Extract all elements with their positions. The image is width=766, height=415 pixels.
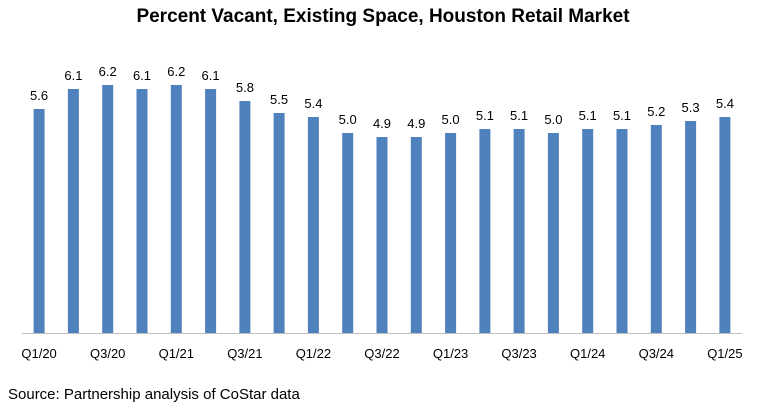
bar-Q1/24 [582, 129, 594, 333]
bar-Q1/23 [445, 133, 457, 333]
bar-Q3/20 [102, 85, 114, 333]
value-label-Q1/21: 6.2 [167, 64, 185, 79]
bar-Q2/24 [616, 129, 628, 333]
bar-Q1/21 [170, 85, 182, 333]
x-tick-label-Q1/21: Q1/21 [159, 346, 194, 361]
bar-Q2/22 [342, 133, 354, 333]
bar-Q4/21 [273, 113, 285, 333]
chart-title: Percent Vacant, Existing Space, Houston … [136, 6, 630, 27]
bar-Q3/23 [513, 129, 525, 333]
bar-Q4/24 [685, 121, 697, 333]
bar-Q4/20 [136, 89, 148, 333]
bar-Q1/25 [719, 117, 731, 333]
value-label-Q4/20: 6.1 [133, 68, 151, 83]
x-tick-label-Q1/24: Q1/24 [570, 346, 605, 361]
value-label-Q2/23: 5.1 [476, 108, 494, 123]
bar-Q2/23 [479, 129, 491, 333]
x-tick-label-Q3/24: Q3/24 [639, 346, 674, 361]
bar-Q1/20 [33, 109, 45, 333]
value-label-Q1/22: 5.4 [304, 96, 322, 111]
x-tick-label-Q3/21: Q3/21 [227, 346, 262, 361]
bar-Q3/21 [239, 101, 251, 333]
x-tick-label-Q3/20: Q3/20 [90, 346, 125, 361]
source-note: Source: Partnership analysis of CoStar d… [8, 386, 300, 403]
bar-Q2/20 [67, 89, 79, 333]
value-label-Q4/23: 5.0 [544, 112, 562, 127]
value-label-Q2/21: 6.1 [202, 68, 220, 83]
value-label-Q3/22: 4.9 [373, 116, 391, 131]
bar-Q1/22 [307, 117, 319, 333]
x-ticks-layer: Q1/20 Q3/20 Q1/21 Q3/21 Q1/22 Q3/22 Q1/23 Q3/23… [21, 346, 742, 361]
bar-Q4/23 [547, 133, 559, 333]
x-tick-label-Q3/23: Q3/23 [501, 346, 536, 361]
value-labels-layer: 5.6 6.1 6.2 6.1 6.2 6.1 5.8 5.5 5.4 5.0 4.9 4.9 5.0 5… [30, 64, 734, 131]
value-label-Q2/22: 5.0 [339, 112, 357, 127]
bars-layer [33, 85, 731, 333]
value-label-Q4/24: 5.3 [682, 100, 700, 115]
bar-Q3/22 [376, 137, 388, 333]
value-label-Q2/24: 5.1 [613, 108, 631, 123]
value-label-Q3/24: 5.2 [647, 104, 665, 119]
bar-Q4/22 [410, 137, 422, 333]
x-tick-label-Q3/22: Q3/22 [364, 346, 399, 361]
value-label-Q3/21: 5.8 [236, 80, 254, 95]
x-tick-label-Q1/23: Q1/23 [433, 346, 468, 361]
x-tick-label-Q1/25: Q1/25 [707, 346, 742, 361]
value-label-Q1/20: 5.6 [30, 88, 48, 103]
x-tick-label-Q1/20: Q1/20 [21, 346, 56, 361]
value-label-Q2/20: 6.1 [64, 68, 82, 83]
bar-Q3/24 [650, 125, 662, 333]
value-label-Q1/25: 5.4 [716, 96, 734, 111]
value-label-Q3/23: 5.1 [510, 108, 528, 123]
bar-chart: 5.6 6.1 6.2 6.1 6.2 6.1 5.8 5.5 5.4 5.0 4.9 4.9 5.0 5… [21, 64, 742, 361]
x-tick-label-Q1/22: Q1/22 [296, 346, 331, 361]
value-label-Q4/21: 5.5 [270, 92, 288, 107]
value-label-Q1/24: 5.1 [579, 108, 597, 123]
bar-Q2/21 [205, 89, 217, 333]
value-label-Q1/23: 5.0 [442, 112, 460, 127]
value-label-Q4/22: 4.9 [407, 116, 425, 131]
value-label-Q3/20: 6.2 [99, 64, 117, 79]
